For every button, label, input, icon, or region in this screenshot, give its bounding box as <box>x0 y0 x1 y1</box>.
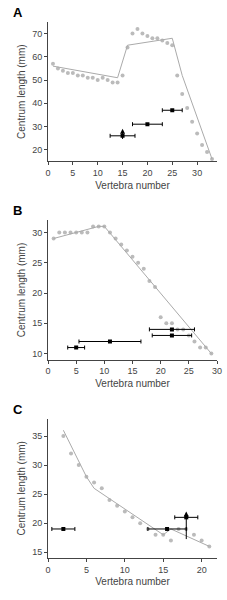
svg-text:60: 60 <box>32 52 42 62</box>
svg-text:30: 30 <box>32 460 42 470</box>
svg-text:20: 20 <box>32 518 42 528</box>
svg-text:0: 0 <box>45 168 50 178</box>
svg-text:A: A <box>13 5 23 20</box>
svg-text:20: 20 <box>156 366 166 376</box>
svg-text:15: 15 <box>32 318 42 328</box>
svg-text:35: 35 <box>32 431 42 441</box>
svg-text:Vertebra number: Vertebra number <box>95 378 170 389</box>
svg-text:Centrum length (mm): Centrum length (mm) <box>16 243 27 337</box>
svg-text:B: B <box>13 203 22 218</box>
svg-text:0: 0 <box>45 565 50 575</box>
svg-text:Vertebra number: Vertebra number <box>95 576 170 587</box>
svg-text:25: 25 <box>184 366 194 376</box>
svg-text:30: 30 <box>32 122 42 132</box>
svg-text:50: 50 <box>32 75 42 85</box>
svg-text:25: 25 <box>167 168 177 178</box>
svg-text:15: 15 <box>127 366 137 376</box>
svg-text:20: 20 <box>197 565 207 575</box>
svg-text:C: C <box>13 402 23 417</box>
svg-text:5: 5 <box>70 168 75 178</box>
svg-text:10: 10 <box>93 168 103 178</box>
svg-text:70: 70 <box>32 29 42 39</box>
svg-text:20: 20 <box>32 145 42 155</box>
svg-text:Centrum length (mm): Centrum length (mm) <box>16 441 27 535</box>
svg-text:0: 0 <box>45 366 50 376</box>
svg-text:10: 10 <box>99 366 109 376</box>
svg-text:20: 20 <box>32 288 42 298</box>
svg-text:30: 30 <box>212 366 222 376</box>
svg-text:10: 10 <box>120 565 130 575</box>
svg-text:5: 5 <box>74 366 79 376</box>
svg-text:10: 10 <box>32 349 42 359</box>
svg-text:40: 40 <box>32 98 42 108</box>
svg-text:15: 15 <box>118 168 128 178</box>
svg-text:25: 25 <box>32 489 42 499</box>
svg-text:Vertebra number: Vertebra number <box>95 180 170 191</box>
svg-text:Centrum length (mm): Centrum length (mm) <box>16 44 27 138</box>
svg-text:15: 15 <box>158 565 168 575</box>
svg-text:20: 20 <box>142 168 152 178</box>
svg-text:25: 25 <box>32 258 42 268</box>
svg-text:30: 30 <box>192 168 202 178</box>
svg-text:15: 15 <box>32 547 42 557</box>
svg-text:5: 5 <box>84 565 89 575</box>
svg-text:30: 30 <box>32 228 42 238</box>
